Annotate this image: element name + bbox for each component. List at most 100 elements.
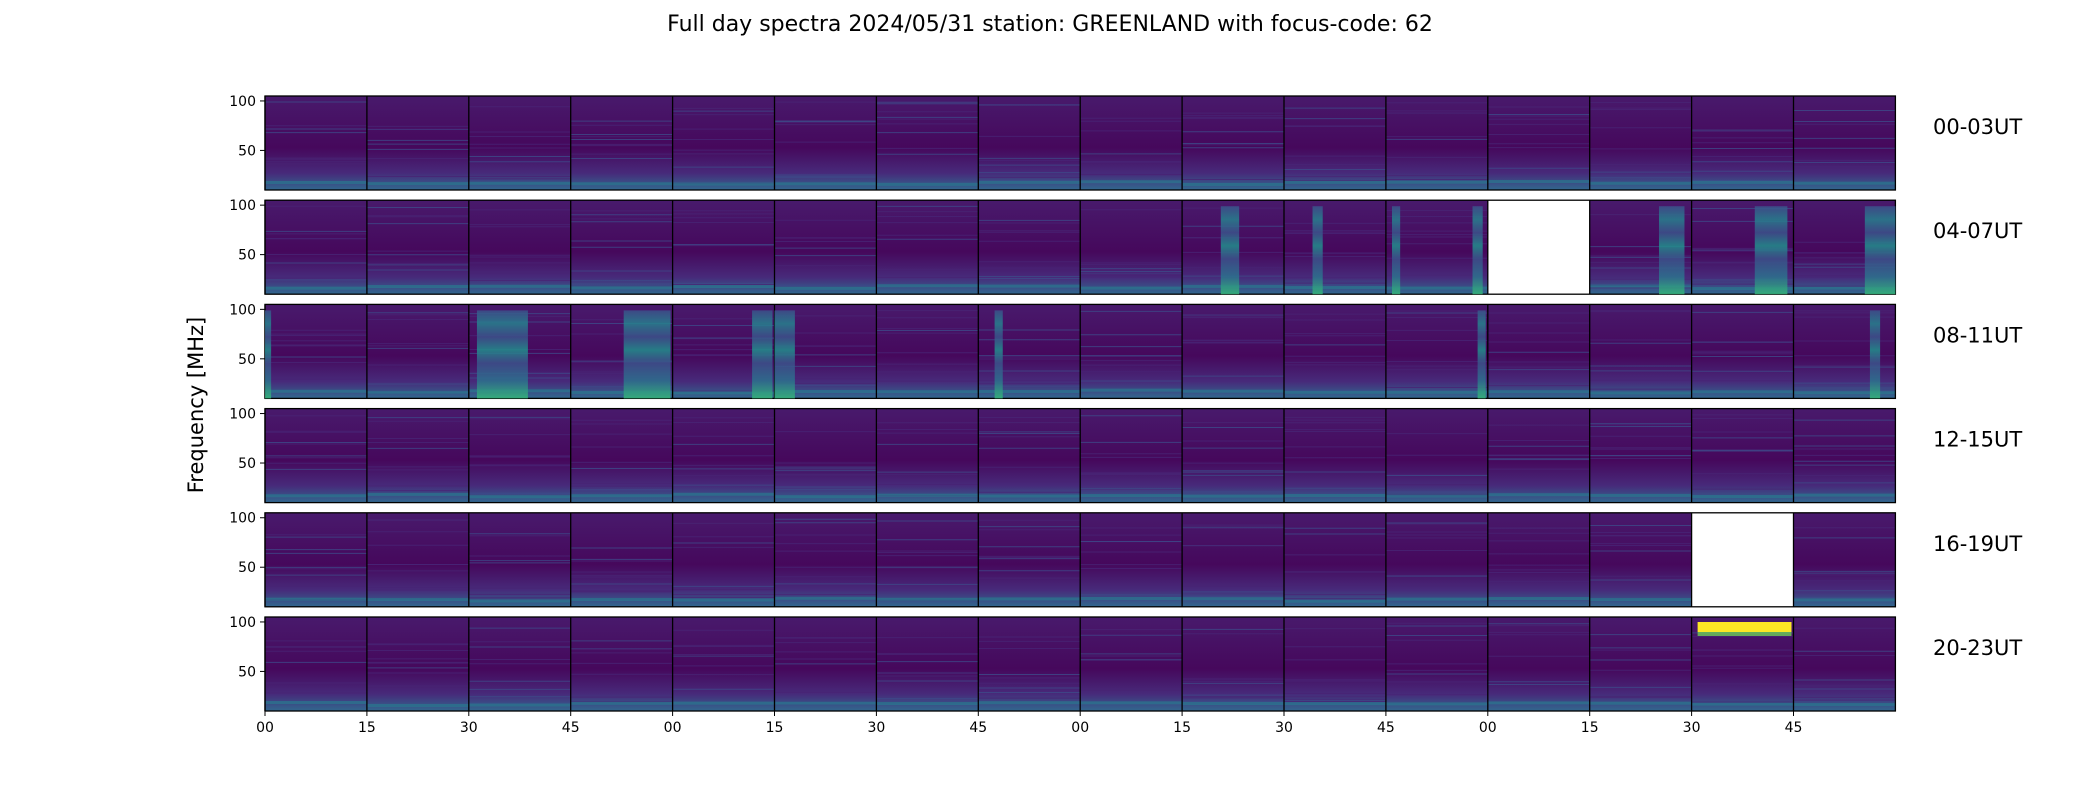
- spectra-panel: [1283, 304, 1386, 399]
- signal-streak: [476, 310, 528, 399]
- low-frequency-band: [1589, 598, 1692, 602]
- low-frequency-band: [774, 495, 877, 499]
- y-tick-label: 100: [229, 198, 256, 214]
- spectra-panel: [773, 617, 877, 711]
- x-tick-label: 15: [766, 720, 784, 736]
- spectra-panel: [1690, 304, 1794, 399]
- spectra-panel: [977, 96, 1081, 190]
- low-frequency-band: [774, 286, 877, 290]
- panel-fill: [468, 512, 571, 607]
- row-frame: [264, 95, 1897, 191]
- spectra-panel: [977, 408, 1081, 503]
- panel-fill: [672, 617, 775, 711]
- low-frequency-band: [1182, 494, 1284, 498]
- low-frequency-band: [978, 180, 1081, 184]
- low-frequency-band: [774, 182, 877, 186]
- signal-burst: [1697, 622, 1792, 632]
- low-frequency-band: [570, 598, 673, 602]
- row-frame: [264, 199, 1897, 295]
- low-frequency-band: [1284, 702, 1386, 706]
- spectra-panel: [977, 617, 1081, 711]
- low-frequency-band: [1385, 702, 1488, 706]
- panel-fill: [1385, 96, 1488, 190]
- low-frequency-band: [1589, 181, 1692, 185]
- panel-fill: [1284, 304, 1386, 399]
- x-tick-label: 15: [1581, 720, 1599, 736]
- panel-fill: [876, 512, 979, 607]
- low-frequency-band: [876, 493, 979, 497]
- low-frequency-band: [978, 701, 1081, 705]
- spectra-panel: [875, 96, 979, 190]
- panel-fill: [1691, 408, 1794, 503]
- panel-fill: [774, 512, 877, 607]
- panel-fill: [1284, 408, 1386, 503]
- spectra-panel: [1079, 408, 1183, 503]
- low-frequency-band: [468, 181, 571, 185]
- panel-fill: [978, 200, 1081, 295]
- panel-fill: [876, 408, 979, 503]
- low-frequency-band: [1284, 493, 1386, 497]
- low-frequency-band: [265, 494, 367, 498]
- panel-fill: [1080, 617, 1183, 711]
- signal-streak: [265, 310, 272, 399]
- spectra-panel: [875, 304, 979, 399]
- spectra-panel: [1079, 512, 1183, 607]
- x-tick-label: 45: [1377, 720, 1395, 736]
- panel-fill: [876, 200, 979, 295]
- low-frequency-band: [672, 492, 775, 496]
- row-frame: [264, 512, 1897, 608]
- spectra-panel: [468, 96, 571, 190]
- low-frequency-band: [1284, 286, 1386, 290]
- panel-fill: [876, 304, 979, 399]
- panel-fill: [672, 200, 775, 295]
- y-tick-label: 50: [238, 664, 256, 680]
- signal-streak: [774, 310, 795, 399]
- low-frequency-band: [366, 182, 469, 186]
- panel-fill: [978, 96, 1081, 190]
- chart-title: Full day spectra 2024/05/31 station: GRE…: [667, 12, 1433, 37]
- panel-fill: [1487, 96, 1590, 190]
- low-frequency-band: [876, 390, 979, 394]
- panel-fill: [876, 617, 979, 711]
- spectra-panel: [1283, 512, 1386, 607]
- spectra-panel: [875, 408, 979, 503]
- spectra-panel: [1385, 512, 1488, 607]
- spectra-panel: [1690, 408, 1794, 503]
- panel-fill: [876, 96, 979, 190]
- low-frequency-band: [468, 599, 571, 603]
- spectra-panel: [1385, 408, 1488, 503]
- spectra-panel: [1283, 408, 1386, 503]
- low-frequency-band: [1691, 180, 1794, 184]
- panel-fill: [774, 200, 877, 295]
- panel-fill: [1080, 96, 1183, 190]
- spectra-panel: [1385, 304, 1488, 399]
- spectra-panel: [1792, 408, 1896, 503]
- panel-fill: [366, 512, 469, 607]
- y-tick-label: 50: [238, 456, 256, 472]
- signal-streak: [1392, 206, 1401, 295]
- panel-fill: [774, 408, 877, 503]
- panel-fill: [570, 408, 673, 503]
- spectra-panel: [977, 200, 1081, 295]
- spectra-panel: [264, 304, 367, 399]
- panel-fill: [672, 512, 775, 607]
- spectra-panel: [366, 408, 469, 503]
- low-frequency-band: [672, 285, 775, 289]
- low-frequency-band: [978, 389, 1081, 393]
- low-frequency-band: [366, 390, 469, 394]
- spectra-panel-missing: [1487, 200, 1590, 295]
- low-frequency-band: [468, 495, 571, 499]
- spectra-panel: [1487, 617, 1590, 711]
- signal-streak: [623, 310, 671, 399]
- low-frequency-band: [1487, 180, 1590, 184]
- low-frequency-band: [672, 391, 775, 395]
- spectra-panel: [1283, 200, 1386, 295]
- low-frequency-band: [1385, 494, 1488, 498]
- spectra-panel: [773, 408, 877, 503]
- low-frequency-band: [366, 598, 469, 602]
- y-tick-label: 50: [238, 143, 256, 159]
- low-frequency-band: [978, 597, 1081, 601]
- panel-fill: [366, 617, 469, 711]
- spectra-panel: [570, 617, 673, 711]
